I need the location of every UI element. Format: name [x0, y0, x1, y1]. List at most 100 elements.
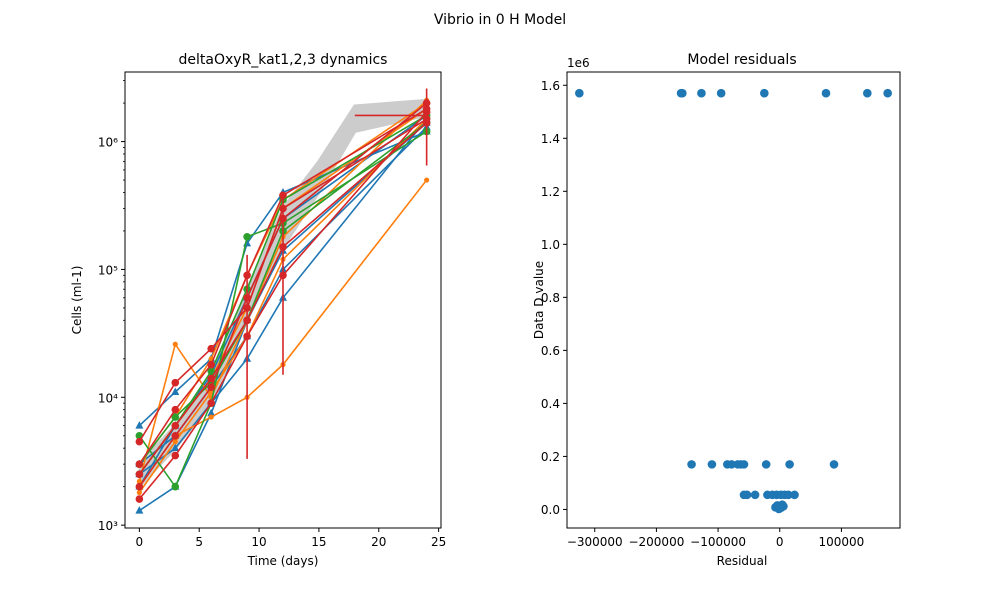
- y-tick-label: 1.4: [541, 132, 560, 146]
- residual-point: [821, 88, 831, 98]
- dynamics-axes: 0 5 10 15 20 25 10³ 10⁴ 10⁵ 10⁶: [98, 80, 446, 549]
- series-point: [135, 460, 144, 468]
- series-line: [138, 118, 428, 443]
- series-line: [138, 126, 428, 465]
- series-point: [135, 421, 144, 429]
- residuals-plot-area: [575, 88, 892, 514]
- series-line: [138, 118, 428, 493]
- residuals-axes-frame: [566, 71, 901, 529]
- x-tick-label: 20: [371, 535, 386, 549]
- residual-point: [863, 88, 872, 98]
- residual-point: [697, 88, 706, 98]
- series-point: [171, 451, 180, 460]
- y-tick-label: 10⁵: [98, 263, 118, 277]
- series-point: [207, 399, 215, 407]
- y-tick-label: 0.6: [541, 344, 560, 358]
- residual-point: [760, 88, 769, 98]
- residual-point: [678, 88, 687, 98]
- x-tick-label: 5: [195, 535, 203, 549]
- residuals-ylabel: Data D value: [532, 261, 546, 339]
- series-point: [207, 360, 215, 369]
- residual-point: [829, 460, 839, 469]
- y-tick-label: 0.2: [541, 450, 560, 464]
- residual-point: [772, 501, 782, 510]
- residual-point: [716, 88, 726, 98]
- dynamics-plot-area: [135, 88, 431, 514]
- x-tick-label: 10: [251, 535, 266, 549]
- y-tick-label: 10³: [98, 519, 118, 533]
- series-point: [171, 413, 180, 421]
- series-point: [172, 439, 178, 445]
- residual-point: [790, 490, 799, 500]
- x-tick-label: 0: [136, 535, 144, 549]
- residuals-panel: −300000 −200000 −100000 0 100000 0.0 0.2 0.4 0.6…: [532, 52, 901, 568]
- series-point: [135, 437, 144, 446]
- dynamics-xlabel: Time (days): [247, 554, 319, 568]
- y-tick-label: 0.8: [541, 291, 560, 305]
- series-line: [138, 130, 427, 427]
- y-tick-label: 1.2: [541, 185, 560, 199]
- y-tick-label: 0.0: [541, 503, 560, 517]
- residual-point: [687, 460, 696, 469]
- series-point: [136, 489, 142, 496]
- series-line: [138, 114, 428, 488]
- residual-point: [784, 490, 793, 500]
- residual-point: [575, 88, 584, 98]
- residual-point: [761, 460, 771, 469]
- y-tick-label: 1.0: [541, 238, 560, 252]
- series-point: [135, 495, 144, 503]
- series-point: [208, 414, 214, 420]
- series-line: [138, 108, 428, 465]
- dynamics-axes-frame: [124, 71, 442, 529]
- series-line: [138, 111, 428, 500]
- dynamics-title: deltaOxyR_kat1,2,3 dynamics: [179, 52, 388, 68]
- y-tick-label: 10⁴: [98, 391, 118, 405]
- series-point: [243, 232, 251, 241]
- series-point: [171, 378, 180, 387]
- residual-point: [727, 460, 736, 469]
- residual-point: [883, 88, 892, 98]
- series-line: [138, 122, 428, 465]
- residuals-xlabel: Residual: [717, 554, 768, 568]
- x-tick-label: −300000: [567, 535, 623, 549]
- series-point: [171, 421, 180, 430]
- series-line: [138, 99, 428, 482]
- series-point: [171, 387, 180, 395]
- dynamics-ylabel: Cells (ml-1): [70, 266, 84, 335]
- series-point: [172, 341, 178, 347]
- residual-point: [785, 460, 794, 469]
- series-line: [138, 122, 428, 475]
- y-tick-label: 10⁶: [98, 136, 118, 150]
- residual-point: [750, 490, 760, 500]
- x-tick-label: 25: [431, 535, 446, 549]
- series-point: [135, 470, 144, 479]
- x-tick-label: −200000: [628, 535, 684, 549]
- residual-point: [707, 460, 717, 469]
- x-tick-label: 100000: [819, 535, 865, 549]
- series-point: [207, 374, 215, 383]
- figure-suptitle: Vibrio in 0 H Model: [434, 12, 566, 28]
- residuals-title: Model residuals: [687, 52, 796, 68]
- x-tick-label: 0: [776, 535, 784, 549]
- series-point: [136, 478, 142, 484]
- residuals-axes: −300000 −200000 −100000 0 100000 0.0 0.2 0.4 0.6…: [541, 79, 864, 549]
- series-point: [207, 344, 215, 353]
- series-point: [171, 443, 180, 452]
- series-line: [138, 118, 428, 475]
- dynamics-panel: 0 5 10 15 20 25 10³ 10⁴ 10⁵ 10⁶ deltaOxyR_kat1,2,…: [70, 52, 446, 568]
- series-point: [171, 431, 180, 440]
- x-tick-label: 15: [311, 535, 326, 549]
- x-tick-label: −100000: [690, 535, 746, 549]
- residuals-offset-label: 1e6: [567, 56, 590, 70]
- series-point: [171, 482, 180, 491]
- residual-point: [739, 460, 749, 469]
- series-line: [138, 102, 428, 488]
- series-point: [424, 177, 430, 183]
- y-tick-label: 0.4: [541, 397, 560, 411]
- series-point: [135, 482, 144, 491]
- series-point: [207, 367, 215, 375]
- residual-point: [742, 490, 752, 500]
- series-line: [138, 122, 428, 512]
